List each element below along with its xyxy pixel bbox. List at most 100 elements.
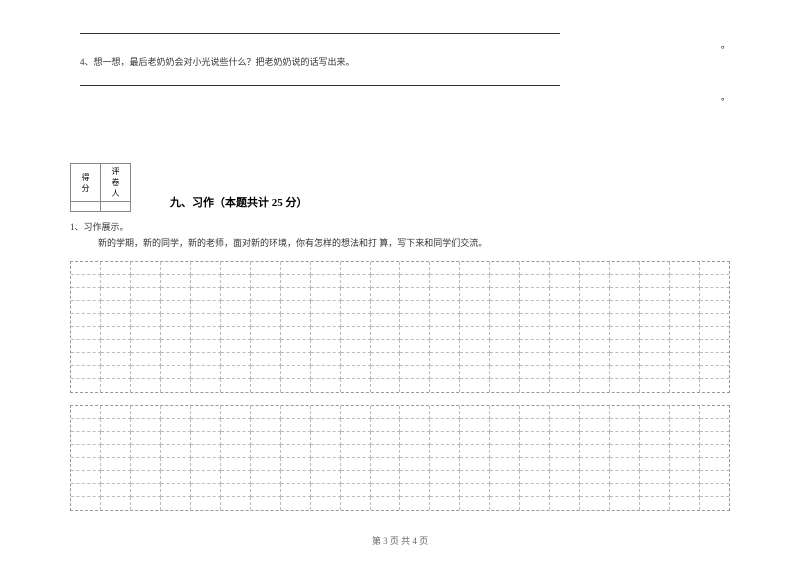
grid-cell (550, 471, 580, 484)
grid-row (71, 275, 729, 288)
grid-cell (580, 419, 610, 432)
grid-cell (371, 262, 401, 275)
grid-cell (610, 301, 640, 314)
grid-row (71, 432, 729, 445)
grid-cell (490, 458, 520, 471)
grid-cell (520, 340, 550, 353)
grid-cell (71, 471, 101, 484)
grid-row (71, 458, 729, 471)
grid-cell (251, 301, 281, 314)
end-mark-q4: 。 (721, 90, 730, 103)
grid-row (71, 301, 729, 314)
grid-cell (430, 445, 460, 458)
grid-cell (550, 288, 580, 301)
grid-cell (490, 366, 520, 379)
grid-cell (460, 340, 490, 353)
grid-cell (640, 484, 670, 497)
grid-cell (341, 314, 371, 327)
grid-cell (670, 275, 700, 288)
grid-cell (311, 419, 341, 432)
grid-cell (221, 484, 251, 497)
grid-cell (101, 301, 131, 314)
grid-cell (251, 379, 281, 392)
grid-cell (131, 301, 161, 314)
grid-cell (191, 301, 221, 314)
grid-cell (161, 379, 191, 392)
grid-cell (251, 275, 281, 288)
grid-cell (71, 288, 101, 301)
grid-cell (311, 379, 341, 392)
grid-row (71, 497, 729, 510)
grid-cell (700, 301, 729, 314)
grid-cell (580, 314, 610, 327)
grid-cell (251, 340, 281, 353)
grid-cell (251, 432, 281, 445)
grid-cell (430, 497, 460, 510)
grid-cell (700, 432, 729, 445)
grid-cell (221, 288, 251, 301)
grid-cell (161, 366, 191, 379)
grid-cell (311, 314, 341, 327)
grid-cell (520, 406, 550, 419)
grid-cell (131, 327, 161, 340)
grid-cell (550, 314, 580, 327)
grid-cell (371, 497, 401, 510)
grid-row (71, 288, 729, 301)
grid-cell (550, 458, 580, 471)
grid-cell (490, 497, 520, 510)
grid-cell (520, 353, 550, 366)
grid-cell (400, 458, 430, 471)
grid-cell (161, 353, 191, 366)
grid-cell (460, 314, 490, 327)
grid-cell (221, 366, 251, 379)
grid-cell (400, 288, 430, 301)
grid-cell (71, 301, 101, 314)
grid-cell (640, 262, 670, 275)
grid-cell (490, 288, 520, 301)
grid-cell (490, 262, 520, 275)
grid-cell (251, 458, 281, 471)
grid-cell (341, 458, 371, 471)
grid-cell (640, 288, 670, 301)
grid-cell (430, 471, 460, 484)
grid-cell (281, 379, 311, 392)
grid-cell (490, 406, 520, 419)
grid-cell (520, 288, 550, 301)
grid-cell (101, 327, 131, 340)
grid-cell (131, 445, 161, 458)
grid-cell (251, 366, 281, 379)
question-4: 4、想一想，最后老奶奶会对小光说些什么？把老奶奶说的话写出来。 (80, 55, 730, 68)
grid-cell (131, 497, 161, 510)
grid-cell (580, 340, 610, 353)
grid-cell (400, 419, 430, 432)
grid-cell (580, 288, 610, 301)
grid-cell (610, 497, 640, 510)
grid-cell (460, 379, 490, 392)
grid-cell (221, 353, 251, 366)
grid-cell (281, 327, 311, 340)
grid-cell (550, 262, 580, 275)
grid-cell (101, 406, 131, 419)
grid-cell (161, 262, 191, 275)
writing-grid-1 (70, 261, 730, 393)
grid-cell (520, 379, 550, 392)
grid-cell (610, 406, 640, 419)
grid-cell (251, 353, 281, 366)
grid-cell (371, 471, 401, 484)
grid-cell (341, 484, 371, 497)
grid-cell (640, 366, 670, 379)
grid-cell (430, 314, 460, 327)
grid-cell (490, 275, 520, 288)
grid-cell (281, 314, 311, 327)
grid-cell (460, 327, 490, 340)
grid-cell (400, 327, 430, 340)
grid-cell (490, 353, 520, 366)
grid-cell (131, 471, 161, 484)
grid-cell (400, 497, 430, 510)
grid-cell (221, 340, 251, 353)
grid-cell (221, 314, 251, 327)
grid-cell (700, 379, 729, 392)
grid-cell (430, 327, 460, 340)
grid-cell (460, 458, 490, 471)
grid-cell (281, 458, 311, 471)
